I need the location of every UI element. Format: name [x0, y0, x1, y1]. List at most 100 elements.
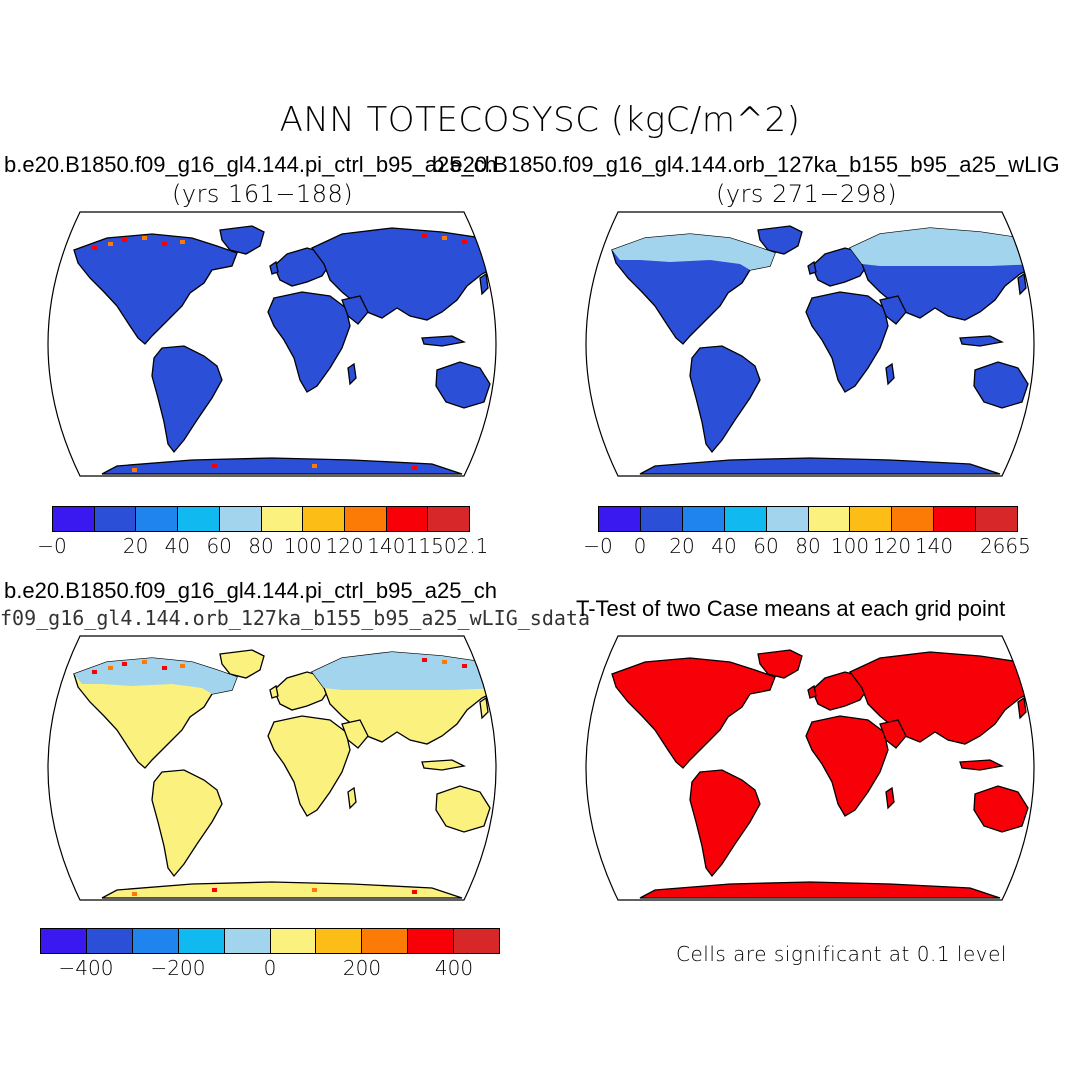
- colorbar-3: [40, 928, 500, 954]
- colorbar-3-labels: −400 −200 0 200 400: [40, 956, 500, 980]
- antarctica-landmass: [101, 457, 463, 475]
- africa-landmass: [267, 715, 351, 817]
- arabia-landmass: [879, 295, 907, 325]
- colorbar-swatch: [892, 507, 935, 531]
- colorbar-swatch: [599, 507, 641, 531]
- map-border: [585, 211, 1035, 477]
- north-america-boreal-band: [74, 658, 237, 694]
- colorbar-swatch: [850, 507, 893, 531]
- colorbar-swatch: [454, 929, 500, 953]
- colorbar-2-labels: −0 0 20 40 60 80 100 120 140 2665: [583, 534, 1031, 558]
- colorbar-tick-label: 11502.1: [405, 534, 489, 558]
- colorbar-tick-label: 80: [248, 534, 274, 558]
- map-border: [47, 635, 497, 901]
- madagascar-landmass: [885, 362, 895, 386]
- hotspot-cell: [412, 890, 417, 894]
- colorbar-swatch: [132, 929, 179, 953]
- colorbar-swatch: [270, 929, 317, 953]
- arabia-landmass: [341, 719, 369, 749]
- hotspot-cell: [442, 660, 447, 664]
- arabia-landmass: [341, 295, 369, 325]
- greenland-landmass: [219, 649, 265, 679]
- japan-landmass: [1017, 272, 1027, 296]
- colorbar-swatch: [344, 507, 387, 531]
- indonesia-landmass: [959, 759, 1005, 771]
- colorbar-swatch: [428, 507, 470, 531]
- hotspot-cell: [312, 464, 317, 468]
- africa-landmass: [267, 291, 351, 393]
- significance-note: Cells are significant at 0.1 level: [676, 942, 1007, 966]
- madagascar-landmass: [885, 786, 895, 810]
- eurasia-boreal-band: [850, 228, 1034, 266]
- indonesia-landmass: [959, 335, 1005, 347]
- colorbar-swatch: [219, 507, 262, 531]
- eurasia-boreal-band: [312, 652, 496, 690]
- antarctica-landmass: [101, 881, 463, 899]
- colorbar-2: [598, 506, 1018, 532]
- colorbar-tick-label: −0: [583, 534, 613, 558]
- colorbar-swatch: [41, 929, 87, 953]
- map-panel-4: [585, 635, 1035, 901]
- map-panel-1: [47, 211, 497, 477]
- hotspot-cell: [108, 666, 113, 670]
- map-border: [585, 635, 1035, 901]
- colorbar-1: [52, 506, 470, 532]
- hotspot-cell: [142, 660, 147, 664]
- hotspot-cell: [142, 236, 147, 240]
- hotspot-cell: [132, 892, 137, 896]
- colorbar-swatch: [976, 507, 1018, 531]
- colorbar-tick-label: 400: [434, 956, 474, 980]
- south-america-landmass: [151, 769, 223, 878]
- colorbar-swatch: [682, 507, 725, 531]
- colorbar-tick-label: 80: [795, 534, 821, 558]
- colorbar-tick-label: 40: [164, 534, 191, 558]
- panel-3-subtitle: f09_g16_gl4.144.orb_127ka_b155_b95_a25_w…: [0, 606, 591, 630]
- hotspot-cell: [422, 234, 427, 238]
- hotspot-cell: [180, 240, 185, 244]
- hotspot-cell: [92, 670, 97, 674]
- colorbar-tick-label: 120: [325, 534, 364, 558]
- colorbar-tick-label: 2665: [979, 534, 1031, 558]
- north-america-landmass: [73, 233, 238, 345]
- antarctica-landmass: [639, 881, 1001, 899]
- japan-landmass: [479, 272, 489, 296]
- colorbar-tick-label: 100: [283, 534, 322, 558]
- madagascar-landmass: [347, 786, 357, 810]
- colorbar-swatch: [934, 507, 977, 531]
- uk-landmass: [807, 684, 817, 699]
- figure-title: ANN TOTECOSYSC (kgC/m^2): [279, 100, 801, 140]
- colorbar-tick-label: 100: [830, 534, 870, 558]
- australia-landmass: [973, 785, 1029, 833]
- colorbar-tick-label: 0: [263, 956, 277, 980]
- panel-2-title: b.e20.B1850.f09_g16_gl4.144.orb_127ka_b1…: [432, 152, 1060, 177]
- map-border: [47, 211, 497, 477]
- japan-landmass: [479, 696, 489, 720]
- hotspot-cell: [312, 888, 317, 892]
- colorbar-swatch: [408, 929, 455, 953]
- colorbar-swatch: [808, 507, 851, 531]
- colorbar-swatch: [303, 507, 345, 531]
- south-america-landmass: [689, 345, 761, 454]
- japan-landmass: [1017, 696, 1027, 720]
- colorbar-swatch: [640, 507, 683, 531]
- hotspot-cell: [462, 240, 467, 244]
- greenland-landmass: [757, 649, 803, 679]
- hotspot-cell: [422, 658, 427, 662]
- panel-3-title: b.e20.B1850.f09_g16_gl4.144.pi_ctrl_b95_…: [4, 578, 497, 603]
- hotspot-cell: [462, 664, 467, 668]
- colorbar-swatch: [316, 929, 363, 953]
- colorbar-tick-label: 40: [711, 534, 737, 558]
- colorbar-tick-label: 120: [872, 534, 912, 558]
- south-america-landmass: [689, 769, 761, 878]
- greenland-landmass: [757, 225, 803, 255]
- hotspot-cell: [496, 676, 501, 680]
- madagascar-landmass: [347, 362, 357, 386]
- colorbar-swatch: [136, 507, 179, 531]
- north-america-landmass: [611, 657, 776, 769]
- hotspot-cell: [108, 242, 113, 246]
- indonesia-landmass: [421, 759, 467, 771]
- colorbar-tick-label: −400: [58, 956, 114, 980]
- colorbar-tick-label: −200: [150, 956, 206, 980]
- colorbar-tick-label: 20: [669, 534, 695, 558]
- colorbar-swatch: [86, 929, 133, 953]
